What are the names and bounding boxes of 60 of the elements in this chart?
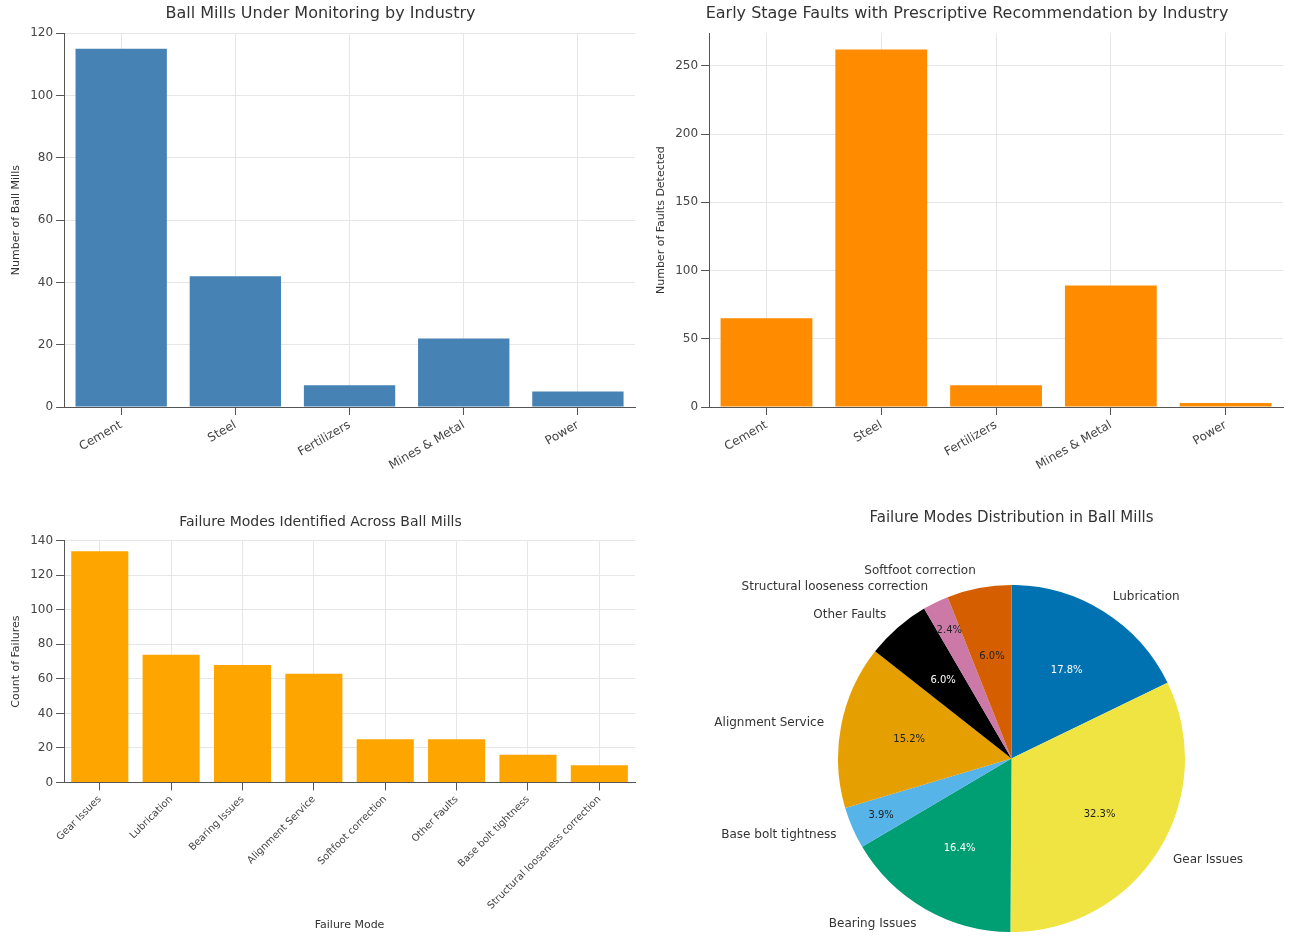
y-tick-label: 150 [675, 194, 699, 209]
slice-label: Softfoot correction [864, 563, 976, 578]
y-tick-label: 0 [45, 399, 54, 414]
y-tick-label: 80 [37, 149, 54, 164]
slice-label: Lubrication [1112, 588, 1180, 603]
chart-title: Ball Mills Under Monitoring by Industry [165, 2, 476, 22]
bar [499, 754, 557, 782]
y-tick-label: 250 [675, 58, 699, 73]
chart-title: Early Stage Faults with Prescriptive Recommendation by Industry [705, 2, 1229, 22]
data-label: 6.0% [979, 649, 1005, 661]
bar [1064, 285, 1157, 407]
slice-label: Structural looseness correction [741, 578, 929, 593]
y-tick-label: 120 [30, 567, 54, 582]
y-tick-label: 80 [37, 636, 54, 651]
data-label: 3.9% [868, 809, 894, 821]
bar [356, 739, 414, 782]
y-tick-label: 40 [37, 274, 54, 289]
chart-title: Failure Modes Distribution in Ball Mills [869, 507, 1154, 526]
bar [720, 318, 813, 407]
y-axis-title: Count of Failures [9, 615, 23, 708]
bar [75, 48, 167, 407]
y-tick-label: 100 [675, 262, 699, 277]
bar [570, 765, 628, 782]
y-tick-label: 20 [37, 336, 54, 351]
y-tick-label: 50 [682, 330, 699, 345]
bar [142, 654, 200, 782]
data-label: 32.3% [1083, 807, 1116, 819]
bar [303, 385, 396, 407]
bar [213, 665, 272, 782]
chart-title: Failure Modes Identified Across Ball Mills [179, 513, 462, 530]
slice-label: Bearing Issues [828, 916, 917, 931]
slice-label: Alignment Service [714, 714, 825, 729]
y-axis-title: Number of Ball Mills [9, 164, 23, 276]
y-tick-label: 120 [30, 25, 54, 40]
bar [950, 385, 1042, 407]
y-tick-label: 100 [30, 87, 54, 102]
bar [835, 49, 928, 407]
bar [532, 391, 624, 407]
y-axis-title: Number of Faults Detected [654, 146, 668, 295]
y-tick-label: 0 [690, 399, 699, 414]
data-label: 15.2% [893, 732, 926, 744]
bar [428, 739, 486, 782]
data-label: 16.4% [943, 842, 976, 854]
slice-label: Other Faults [813, 606, 887, 621]
x-axis-title: Failure Mode [314, 918, 385, 932]
y-tick-label: 100 [30, 601, 54, 616]
y-tick-label: 200 [675, 126, 699, 141]
y-tick-label: 60 [37, 671, 54, 686]
data-label: 17.8% [1050, 663, 1083, 675]
y-tick-label: 140 [30, 532, 54, 547]
y-tick-label: 60 [37, 212, 54, 227]
bar [71, 551, 129, 782]
bar [189, 276, 282, 407]
y-tick-label: 40 [37, 705, 54, 720]
y-tick-label: 20 [37, 740, 54, 755]
bar [418, 338, 510, 407]
bar [1179, 402, 1272, 407]
data-label: 6.0% [930, 673, 956, 685]
bar [285, 673, 343, 782]
y-tick-label: 0 [45, 774, 54, 789]
